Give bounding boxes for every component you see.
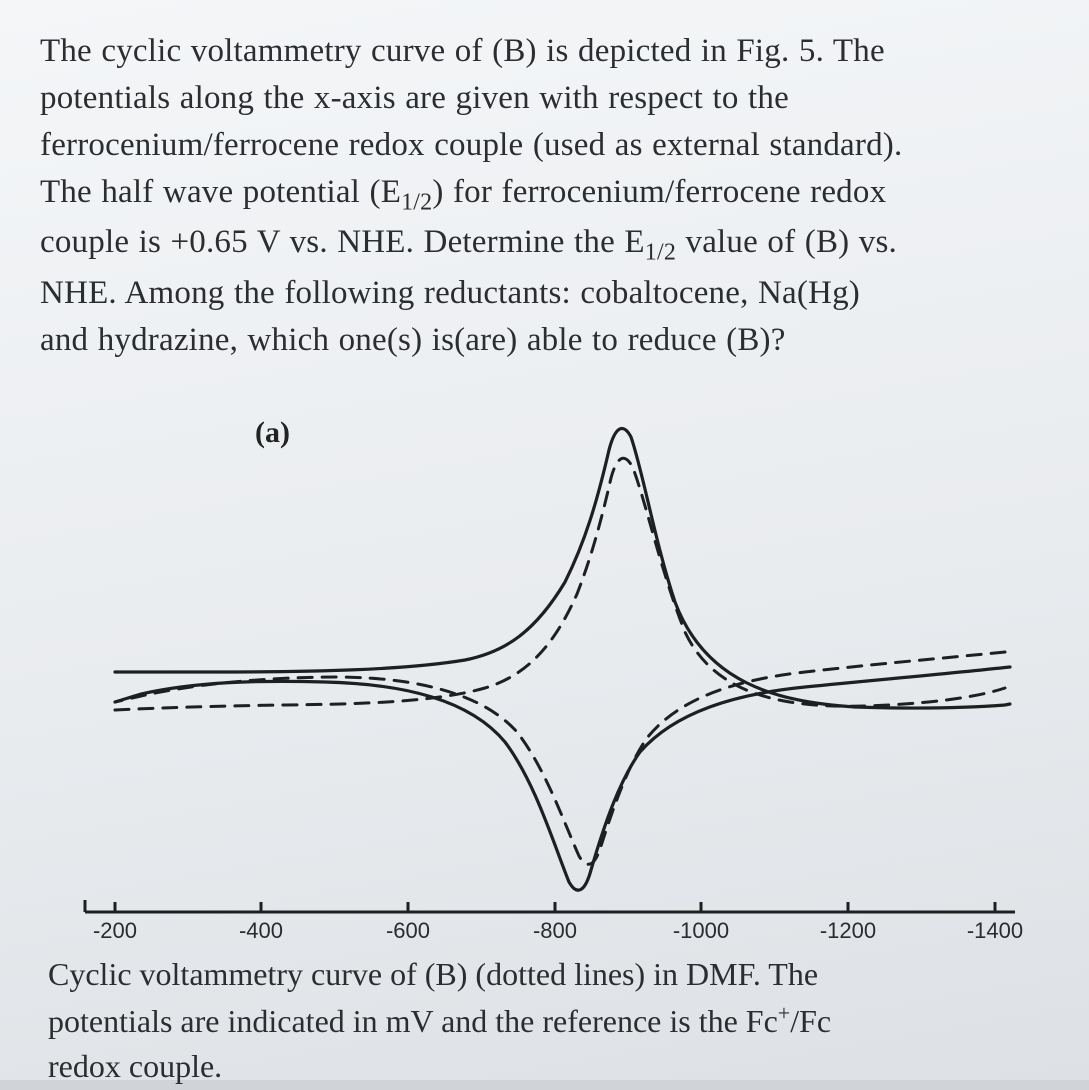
question-text: The cyclic voltammetry curve of (B) is d… xyxy=(40,28,1049,364)
tick-label-3: -800 xyxy=(532,918,576,942)
panel-label: (a) xyxy=(255,416,290,449)
tick-label-0: -200 xyxy=(92,918,136,942)
tick-label-4: -1000 xyxy=(672,918,728,942)
fc-plus-sup: + xyxy=(778,1000,790,1025)
tick-label-5: -1200 xyxy=(819,918,875,942)
tick-2: -600 xyxy=(385,902,429,942)
q-line-5: couple is +0.65 V vs. NHE. Determine the… xyxy=(40,224,897,260)
x-ticks: -200 -400 -600 -800 -1000 xyxy=(92,902,1022,942)
figure-caption: Cyclic voltammetry curve of (B) (dotted … xyxy=(40,952,839,1090)
tick-5: -1200 xyxy=(819,902,875,942)
sub-e12-1: 1/2 xyxy=(401,189,432,215)
q-line-1: The cyclic voltammetry curve of (B) is d… xyxy=(40,33,885,69)
cv-solid-top xyxy=(115,428,1010,708)
q-line-7: and hydrazine, which one(s) is(are) able… xyxy=(40,322,786,358)
q-line-4: The half wave potential (E1/2) for ferro… xyxy=(40,174,886,210)
tick-0: -200 xyxy=(92,902,136,942)
tick-label-6: -1400 xyxy=(966,918,1022,942)
tick-label-2: -600 xyxy=(385,918,429,942)
tick-1: -400 xyxy=(238,902,282,942)
tick-6: -1400 xyxy=(966,902,1022,942)
caption-line-3: redox couple. xyxy=(48,1048,222,1084)
caption-line-1: Cyclic voltammetry curve of (B) (dotted … xyxy=(48,956,818,992)
tick-3: -800 xyxy=(532,902,576,942)
q-line-2: potentials along the x-axis are given wi… xyxy=(40,80,789,116)
figure: (a) -200 - xyxy=(40,382,1049,1090)
tick-4: -1000 xyxy=(672,902,728,942)
cv-dashed-bot xyxy=(115,652,1005,864)
sub-e12-2: 1/2 xyxy=(645,240,676,266)
cv-plot: (a) -200 - xyxy=(55,382,1035,942)
caption-line-2: potentials are indicated in mV and the r… xyxy=(48,1003,831,1039)
q-line-3: ferrocenium/ferrocene redox couple (used… xyxy=(40,127,902,163)
cv-solid-bot xyxy=(115,667,1010,890)
tick-label-1: -400 xyxy=(238,918,282,942)
page: The cyclic voltammetry curve of (B) is d… xyxy=(0,0,1089,1080)
q-line-6: NHE. Among the following reductants: cob… xyxy=(40,275,860,311)
